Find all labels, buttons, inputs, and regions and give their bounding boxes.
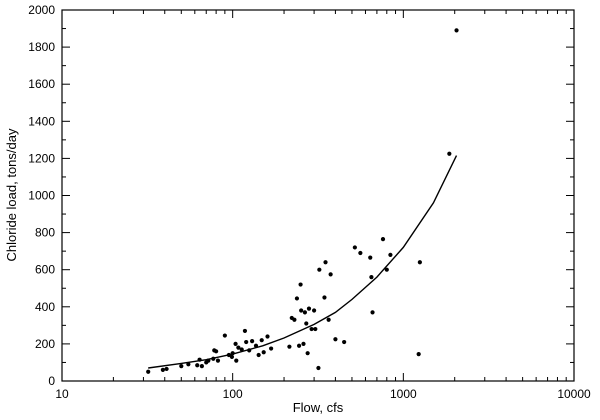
data-point <box>342 339 347 345</box>
data-point <box>309 326 314 332</box>
fitted-curve <box>148 155 458 369</box>
data-point <box>370 310 375 315</box>
data-point <box>206 358 211 363</box>
data-point <box>326 317 331 322</box>
data-point <box>236 345 241 350</box>
y-tick-label: 600 <box>35 263 55 277</box>
x-tick-label: 100 <box>223 387 243 401</box>
y-tick-label: 0 <box>48 374 55 388</box>
data-point <box>269 346 274 351</box>
data-point <box>164 366 169 372</box>
data-point <box>294 296 300 301</box>
y-tick-label: 800 <box>35 226 55 240</box>
data-point <box>261 350 266 355</box>
data-point <box>234 358 239 363</box>
y-tick-label: 200 <box>35 337 55 351</box>
data-point <box>352 245 357 250</box>
y-tick-label: 1000 <box>28 189 55 203</box>
x-axis-title: Flow, cfs <box>293 400 344 415</box>
data-point <box>259 338 264 343</box>
x-tick-label: 10 <box>55 387 69 401</box>
data-point <box>265 334 270 339</box>
data-point <box>323 260 328 265</box>
data-point <box>195 363 200 368</box>
data-point <box>287 344 292 349</box>
data-point <box>244 339 249 345</box>
data-point <box>368 255 373 260</box>
data-point <box>311 308 317 313</box>
data-point <box>302 310 308 315</box>
y-tick-label: 1800 <box>28 40 55 54</box>
data-point <box>317 267 322 272</box>
data-point <box>256 352 261 358</box>
axis-tick-labels: 10 100 1000 10000 0 200 400 600 800 1000 1200 1400 1… <box>28 3 591 401</box>
data-point <box>358 250 363 256</box>
data-point <box>199 364 204 369</box>
data-points <box>146 28 459 374</box>
data-point <box>322 295 327 300</box>
data-point <box>160 367 165 372</box>
y-tick-label: 1200 <box>28 151 55 165</box>
y-tick-label: 1600 <box>28 77 55 91</box>
data-point <box>197 357 202 362</box>
data-point <box>416 352 421 357</box>
data-point <box>380 236 386 242</box>
x-tick-label: 10000 <box>557 387 591 401</box>
data-point <box>186 362 191 367</box>
data-point <box>454 28 459 33</box>
data-point <box>296 343 302 348</box>
data-point <box>222 333 227 338</box>
data-point <box>242 328 248 334</box>
data-point <box>304 321 309 326</box>
data-point <box>447 151 452 156</box>
plot-frame <box>61 9 575 382</box>
data-point <box>305 351 310 356</box>
axis-ticks <box>61 9 575 382</box>
y-tick-label: 400 <box>35 300 55 314</box>
y-tick-label: 2000 <box>28 3 55 17</box>
data-point <box>306 306 312 311</box>
data-point <box>211 356 216 361</box>
data-point <box>384 267 389 272</box>
data-point <box>253 343 259 348</box>
data-point <box>146 369 151 374</box>
data-point <box>215 358 221 363</box>
data-point <box>388 252 393 257</box>
data-point <box>229 354 235 359</box>
y-tick-label: 1400 <box>28 114 55 128</box>
data-point <box>417 260 422 265</box>
data-point <box>316 365 321 371</box>
data-point <box>328 272 333 277</box>
data-point <box>214 349 219 354</box>
data-point <box>298 282 303 287</box>
x-tick-label: 1000 <box>390 387 417 401</box>
y-axis-title: Chloride load, tons/day <box>4 128 19 261</box>
data-point <box>230 351 235 356</box>
data-point <box>369 275 374 280</box>
data-point <box>292 317 297 322</box>
data-point <box>250 339 255 344</box>
data-point <box>299 308 304 313</box>
data-point <box>333 337 338 342</box>
data-point <box>226 352 231 358</box>
data-point <box>301 341 306 346</box>
data-point <box>313 326 318 332</box>
data-point <box>247 348 252 353</box>
data-point <box>239 347 244 352</box>
data-point <box>179 364 184 369</box>
data-point <box>233 341 238 346</box>
